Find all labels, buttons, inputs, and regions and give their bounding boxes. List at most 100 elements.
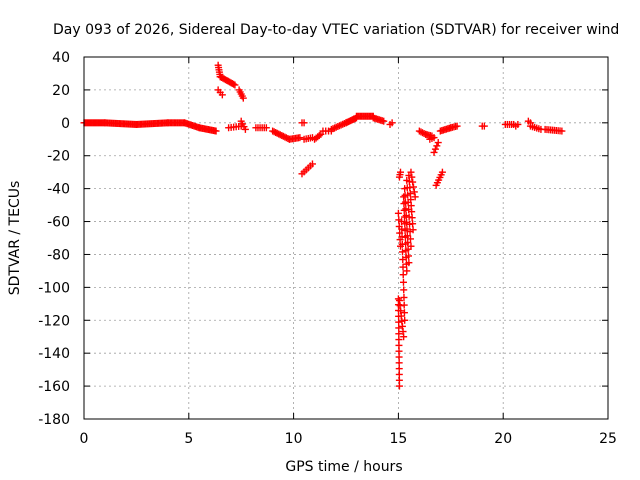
data-point — [394, 209, 402, 217]
data-point — [335, 122, 343, 130]
data-point — [269, 127, 277, 135]
y-tick-label: 0 — [61, 116, 70, 132]
y-axis-label: SDTVAR / TECUs — [7, 181, 23, 296]
data-point — [296, 134, 304, 142]
x-axis-label: GPS time / hours — [285, 459, 402, 475]
data-point — [399, 248, 407, 256]
data-markers — [80, 61, 566, 390]
data-point — [272, 129, 280, 137]
data-point — [262, 124, 270, 132]
y-tick-label: -140 — [38, 346, 70, 362]
y-tick-label: 20 — [52, 83, 70, 99]
data-point — [308, 160, 316, 168]
data-point — [408, 208, 416, 216]
y-tick-label: -80 — [47, 247, 70, 263]
data-point — [212, 127, 220, 135]
data-point — [281, 133, 289, 141]
y-tick-label: -160 — [38, 379, 70, 395]
data-point — [399, 278, 407, 286]
y-tick-label: -60 — [47, 215, 70, 231]
data-point — [430, 148, 438, 156]
x-tick-label: 5 — [184, 431, 193, 447]
data-point — [430, 134, 438, 142]
data-point — [400, 200, 408, 208]
data-point — [408, 173, 416, 181]
y-tick-label: -100 — [38, 280, 70, 296]
data-point — [411, 193, 419, 201]
data-point — [396, 168, 404, 176]
data-point — [218, 91, 226, 99]
x-tick-label: 15 — [389, 431, 407, 447]
x-tick-label: 25 — [599, 431, 617, 447]
data-point — [400, 193, 408, 201]
data-point — [403, 232, 411, 240]
data-point — [406, 190, 414, 198]
axis-ticks: 40 20 0 -20 -40 -60 -80 -100 -120 -140 -160 -180 0 5 1… — [38, 50, 617, 447]
data-point — [399, 271, 407, 279]
data-point — [438, 168, 446, 176]
data-point — [405, 259, 413, 267]
data-point — [270, 128, 278, 136]
data-point — [339, 120, 347, 128]
data-point — [431, 145, 439, 153]
data-point — [400, 301, 408, 309]
data-point — [401, 316, 409, 324]
data-point — [409, 178, 417, 186]
data-point — [276, 131, 284, 139]
data-point — [400, 309, 408, 317]
data-point — [409, 226, 417, 234]
data-point — [329, 125, 337, 133]
chart-title: Day 093 of 2026, Sidereal Day-to-day VTE… — [53, 22, 619, 38]
grid — [84, 57, 608, 419]
data-point — [315, 132, 323, 140]
data-point — [434, 139, 442, 147]
data-point — [331, 124, 339, 132]
data-point — [558, 127, 566, 135]
x-tick-label: 10 — [285, 431, 303, 447]
data-point — [388, 119, 396, 127]
data-point — [433, 142, 441, 150]
data-point — [327, 125, 335, 133]
data-point — [409, 183, 417, 191]
data-point — [408, 214, 416, 222]
y-tick-label: -120 — [38, 313, 70, 329]
data-point — [275, 130, 283, 138]
data-point — [279, 132, 287, 140]
data-point — [407, 196, 415, 204]
data-point — [453, 122, 461, 130]
data-point — [334, 122, 342, 130]
data-point — [231, 81, 239, 89]
data-point — [400, 293, 408, 301]
data-point — [278, 132, 286, 140]
data-point — [337, 121, 345, 129]
data-point — [407, 202, 415, 210]
data-point — [273, 129, 281, 137]
data-point — [409, 220, 417, 228]
x-tick-label: 20 — [494, 431, 512, 447]
x-tick-label: 0 — [80, 431, 89, 447]
y-tick-label: -180 — [38, 412, 70, 428]
data-point — [403, 267, 411, 275]
data-point — [404, 238, 412, 246]
plot-frame — [83, 56, 609, 420]
data-point — [399, 263, 407, 271]
data-point — [241, 125, 249, 133]
data-point — [420, 130, 428, 138]
y-tick-label: -40 — [47, 182, 70, 198]
data-point — [380, 117, 388, 125]
data-point — [404, 252, 412, 260]
data-point — [480, 122, 488, 130]
data-point — [407, 235, 415, 243]
data-point — [282, 134, 290, 142]
data-point — [514, 120, 522, 128]
y-tick-label: -20 — [47, 149, 70, 165]
data-point — [407, 168, 415, 176]
data-point — [407, 242, 415, 250]
y-tick-label: 40 — [52, 50, 70, 66]
data-point — [300, 119, 308, 127]
data-point — [332, 123, 340, 131]
data-point — [396, 229, 404, 237]
data-point — [395, 382, 403, 390]
data-point — [400, 286, 408, 294]
